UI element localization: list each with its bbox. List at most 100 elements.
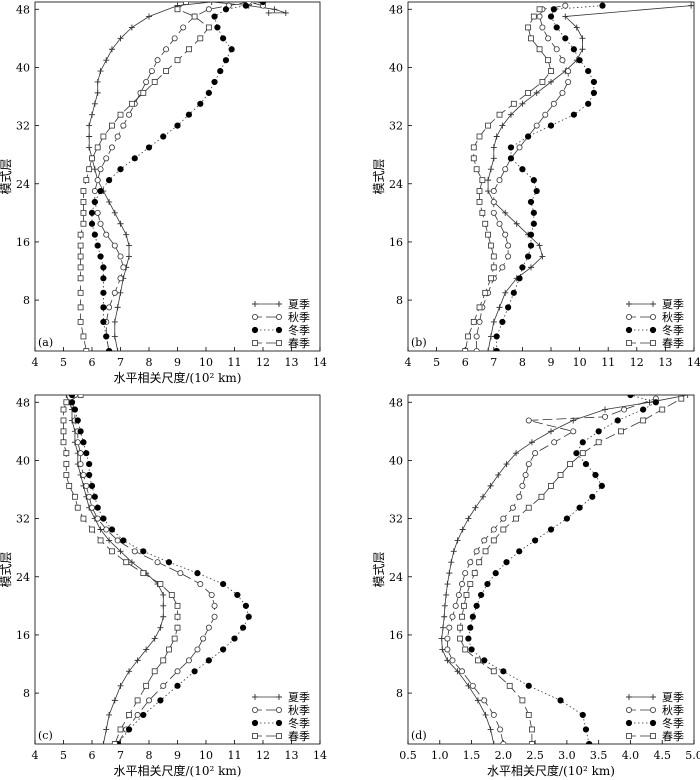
- data-point: [86, 144, 93, 151]
- series-line: [65, 395, 164, 744]
- legend-marker: [626, 313, 633, 320]
- data-point: [134, 711, 141, 718]
- series-line: [487, 5, 692, 351]
- data-point: [485, 177, 492, 184]
- data-point: [74, 504, 81, 511]
- data-point: [684, 395, 691, 398]
- data-point: [97, 526, 104, 533]
- series-group: [438, 395, 691, 744]
- data-point: [499, 122, 506, 129]
- data-point: [576, 57, 583, 64]
- data-point: [163, 46, 170, 53]
- data-point: [83, 348, 90, 351]
- data-point: [106, 711, 113, 718]
- data-point: [111, 741, 118, 744]
- x-axis-label: 水平相关尺度/(10² km): [114, 763, 242, 778]
- data-point: [174, 6, 181, 13]
- data-point: [485, 122, 491, 129]
- data-point: [77, 275, 84, 282]
- panel-label: (b): [411, 336, 427, 349]
- legend-marker: [276, 301, 282, 307]
- data-point: [471, 570, 478, 577]
- plot-frame: [407, 394, 695, 745]
- series-line: [80, 2, 210, 351]
- data-point: [123, 231, 130, 238]
- legend-label: 冬季: [662, 323, 684, 337]
- data-point: [446, 570, 453, 577]
- series-line: [441, 395, 688, 744]
- data-point: [449, 613, 456, 620]
- data-point: [180, 24, 187, 31]
- data-point: [476, 133, 483, 140]
- y-tick-label: 24: [16, 571, 30, 584]
- x-tick-label: 3.5: [590, 749, 608, 762]
- data-point: [89, 155, 95, 162]
- data-point: [493, 333, 500, 340]
- data-point: [106, 198, 113, 205]
- panel-label: (d): [411, 729, 427, 742]
- x-tick-label: 14: [313, 356, 327, 369]
- data-point: [89, 526, 95, 533]
- data-point: [525, 133, 532, 140]
- data-point: [197, 35, 204, 42]
- legend-marker: [650, 694, 656, 700]
- data-point: [539, 253, 546, 260]
- legend-marker: [276, 733, 282, 739]
- data-point: [579, 46, 586, 53]
- data-point: [111, 333, 118, 340]
- y-axis-label: 模式层: [0, 158, 13, 194]
- data-point: [63, 450, 70, 457]
- data-point: [547, 13, 555, 20]
- data-point: [217, 67, 224, 75]
- series-line: [446, 398, 657, 744]
- data-point: [539, 24, 546, 31]
- data-point: [538, 493, 545, 500]
- data-point: [618, 428, 624, 435]
- data-point: [509, 504, 516, 511]
- data-point: [470, 319, 477, 325]
- legend-label: 春季: [662, 730, 684, 743]
- data-point: [117, 289, 124, 296]
- data-point: [598, 482, 605, 489]
- data-point: [444, 581, 451, 588]
- data-point: [140, 89, 147, 96]
- data-point: [126, 253, 133, 260]
- x-tick-label: 0.5: [399, 749, 417, 762]
- data-point: [590, 78, 598, 86]
- data-point: [211, 613, 218, 620]
- y-tick-label: 40: [389, 61, 403, 74]
- data-point: [516, 548, 523, 555]
- data-point: [97, 253, 104, 260]
- y-tick-label: 32: [389, 513, 403, 526]
- x-tick-label: 2.0: [495, 749, 513, 762]
- data-point: [160, 602, 167, 609]
- data-point: [208, 591, 215, 598]
- data-point: [490, 144, 497, 151]
- data-point: [117, 35, 124, 42]
- data-point: [86, 133, 93, 140]
- data-point: [505, 304, 512, 311]
- data-point: [527, 264, 534, 271]
- data-point: [513, 220, 520, 227]
- data-point: [157, 697, 164, 704]
- data-point: [114, 133, 121, 140]
- y-tick-label: 8: [23, 687, 30, 700]
- data-point: [525, 712, 532, 718]
- data-point: [470, 144, 477, 151]
- data-point: [439, 646, 446, 653]
- data-point: [602, 413, 609, 420]
- x-tick-label: 4.0: [622, 749, 640, 762]
- data-point: [171, 35, 178, 42]
- series-group: [77, 2, 289, 351]
- data-point: [80, 471, 87, 478]
- legend-label: 秋季: [662, 310, 684, 324]
- data-point: [493, 347, 500, 351]
- data-point: [459, 581, 466, 588]
- data-point: [475, 657, 481, 664]
- data-point: [519, 482, 526, 489]
- data-point: [482, 711, 489, 718]
- data-point: [114, 304, 121, 311]
- data-point: [479, 177, 486, 184]
- data-point: [659, 406, 666, 413]
